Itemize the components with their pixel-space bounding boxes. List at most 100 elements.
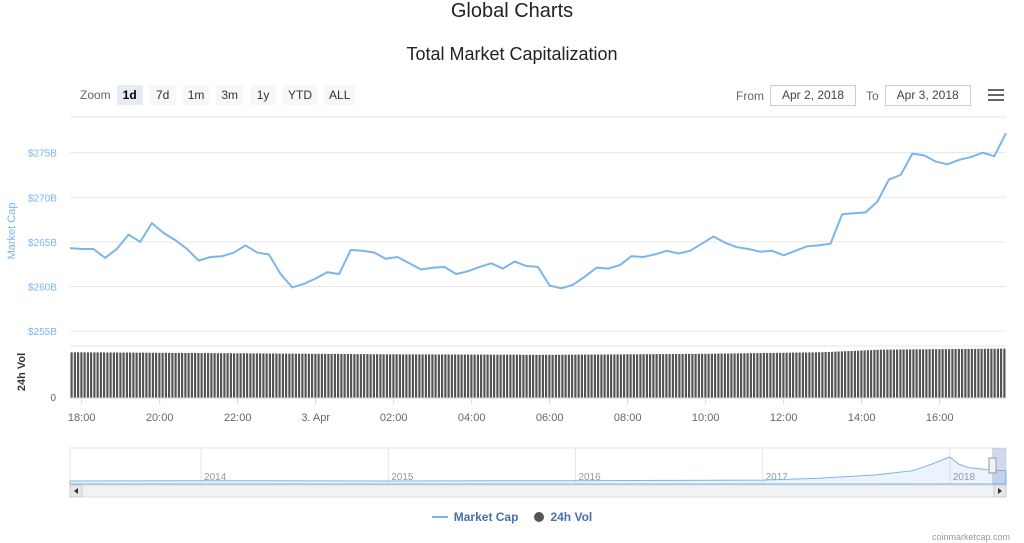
volume-bar — [493, 354, 496, 398]
credit-link[interactable]: coinmarketcap.com — [931, 532, 1010, 542]
volume-bar — [889, 349, 892, 398]
volume-bar — [281, 353, 284, 398]
volume-bar — [821, 352, 824, 398]
from-label: From — [736, 88, 764, 103]
volume-bar — [902, 349, 905, 398]
volume-bar — [441, 354, 444, 398]
volume-bar — [259, 353, 262, 398]
volume-bar — [847, 351, 850, 398]
arrow-right-icon — [998, 488, 1002, 494]
volume-bar — [697, 353, 700, 398]
volume-bar — [522, 354, 525, 398]
volume-bar — [138, 352, 141, 398]
legend-label: Market Cap — [453, 510, 519, 524]
from-date-input[interactable]: Apr 2, 2018 — [770, 85, 856, 106]
volume-bar — [142, 352, 145, 398]
legend-item-volume[interactable]: 24h Vol — [534, 510, 592, 524]
volume-bar — [740, 353, 743, 398]
y-tick-label: $255B — [28, 327, 57, 338]
volume-bar — [356, 354, 359, 398]
volume-bar — [561, 354, 564, 398]
volume-bar — [912, 349, 915, 398]
volume-bar — [161, 352, 164, 398]
navigator[interactable]: 2014 2015 2016 2017 2018 — [69, 447, 1007, 498]
zoom-1y-button[interactable]: 1y — [250, 85, 277, 105]
volume-bar — [207, 353, 210, 398]
volume-bar — [652, 354, 655, 398]
volume-bar — [554, 354, 557, 398]
volume-bar — [272, 353, 275, 398]
to-date-input[interactable]: Apr 3, 2018 — [884, 85, 971, 106]
navigator-year-label: 2014 — [204, 472, 227, 483]
x-tick-label: 06:00 — [536, 412, 564, 424]
volume-bar — [983, 348, 986, 398]
volume-bar — [168, 352, 171, 398]
volume-bar — [525, 354, 528, 398]
zoom-all-button[interactable]: ALL — [324, 85, 356, 105]
volume-bar — [551, 354, 554, 398]
volume-bar — [649, 354, 652, 398]
volume-bar — [73, 352, 76, 398]
zoom-7d-button[interactable]: 7d — [149, 85, 176, 105]
volume-bar — [941, 349, 944, 398]
zoom-1d-button[interactable]: 1d — [116, 85, 143, 105]
zoom-ytd-button[interactable]: YTD — [283, 85, 318, 105]
volume-bar — [311, 353, 314, 398]
volume-bar — [727, 353, 730, 398]
zoom-3m-button[interactable]: 3m — [216, 85, 244, 105]
volume-bar — [190, 353, 193, 398]
volume-bar — [324, 353, 327, 398]
volume-bar — [668, 354, 671, 398]
volume-bar — [811, 352, 814, 398]
volume-bar — [480, 354, 483, 398]
volume-bar — [470, 354, 473, 398]
legend: Market Cap 24h Vol — [0, 510, 1024, 524]
hamburger-menu-icon[interactable] — [988, 89, 1004, 103]
x-tick-label: 18:00 — [68, 412, 96, 424]
volume-bar — [145, 352, 148, 398]
volume-bar — [86, 352, 89, 398]
volume-bar — [415, 354, 418, 398]
y-axis-title: Market Cap — [6, 203, 18, 260]
volume-bar — [665, 354, 668, 398]
volume-bar — [759, 353, 762, 398]
volume-bar — [340, 354, 343, 398]
volume-bar — [857, 350, 860, 398]
volume-bar — [265, 353, 268, 398]
volume-bar — [954, 349, 957, 398]
legend-item-market-cap[interactable]: Market Cap — [431, 510, 519, 524]
volume-bar — [535, 354, 538, 398]
volume-bar — [93, 352, 96, 398]
volume-bar — [158, 352, 161, 398]
volume-bars — [70, 345, 1006, 399]
x-tick-label: 02:00 — [380, 412, 408, 424]
volume-bar — [353, 354, 356, 398]
volume-bar — [990, 348, 993, 398]
drag-handle-icon[interactable] — [988, 457, 997, 474]
navigator-scrollbar[interactable] — [69, 484, 1007, 498]
volume-tick-label: 0 — [50, 393, 56, 404]
volume-bar — [814, 352, 817, 398]
volume-bar — [743, 353, 746, 398]
volume-bar — [249, 353, 252, 398]
volume-bar — [623, 354, 626, 398]
volume-bar — [905, 349, 908, 398]
volume-bar — [463, 354, 466, 398]
volume-bar — [372, 354, 375, 398]
volume-bar — [899, 349, 902, 398]
volume-bar — [363, 354, 366, 398]
volume-bar — [255, 353, 258, 398]
volume-bar — [967, 348, 970, 398]
navigator-selected-range[interactable] — [992, 448, 1006, 484]
volume-bar — [675, 354, 678, 398]
zoom-1m-button[interactable]: 1m — [182, 85, 210, 105]
volume-bar — [532, 354, 535, 398]
volume-bar — [775, 352, 778, 398]
volume-bar — [642, 354, 645, 398]
volume-bar — [681, 354, 684, 398]
volume-bar — [603, 354, 606, 398]
x-tick-label: 12:00 — [770, 412, 798, 424]
volume-bar — [662, 354, 665, 398]
volume-bar — [593, 354, 596, 398]
volume-bar — [200, 353, 203, 398]
